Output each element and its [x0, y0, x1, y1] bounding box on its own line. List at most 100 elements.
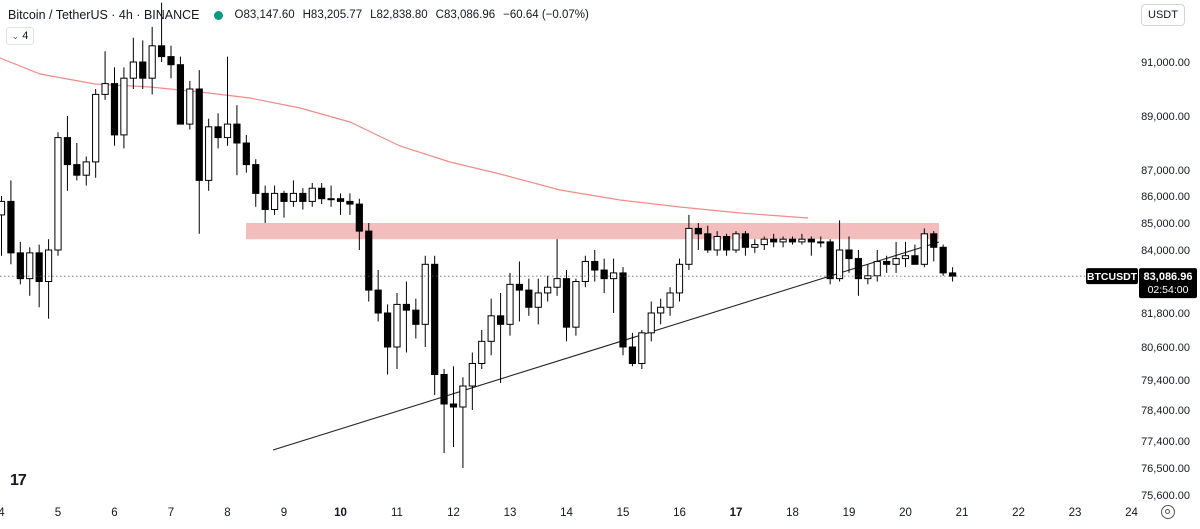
x-tick-label: 9 — [281, 507, 287, 519]
candle — [892, 241, 900, 273]
candle-body-up — [666, 292, 674, 308]
candle — [63, 116, 72, 191]
candle — [412, 298, 420, 339]
candle-body-up — [534, 292, 542, 308]
candle-body-down — [242, 142, 250, 166]
candle — [704, 225, 712, 253]
candle — [449, 366, 458, 447]
market-status-icon — [213, 10, 223, 20]
candle — [459, 377, 467, 468]
candle — [581, 255, 589, 288]
candle — [873, 250, 881, 282]
candle-body-down — [139, 61, 147, 79]
y-tick-label: 86,000.00 — [1141, 191, 1190, 203]
candle-body-up — [478, 340, 486, 365]
change-value: −60.64 (−0.07%) — [503, 9, 589, 21]
candle — [864, 264, 872, 285]
candle — [101, 51, 109, 100]
candle — [214, 113, 222, 149]
candle-body-down — [826, 241, 834, 280]
currency-selector[interactable]: USDT — [1141, 4, 1185, 26]
candle — [44, 239, 53, 319]
ticker-label: BTCUSDT — [1087, 271, 1138, 283]
candle — [35, 244, 43, 308]
candle — [911, 244, 919, 265]
candle — [647, 301, 655, 342]
candle-body-down — [355, 203, 363, 232]
candle — [732, 231, 740, 253]
candle — [534, 278, 542, 325]
candle — [939, 244, 947, 276]
candle — [854, 250, 863, 296]
candle-body-down — [515, 283, 524, 291]
candle-body-down — [157, 45, 166, 58]
candle — [930, 231, 938, 262]
candle — [327, 185, 335, 207]
candle-body-down — [214, 126, 222, 139]
candle-body-up — [82, 161, 90, 176]
candle — [675, 258, 684, 302]
candle-body-down — [788, 238, 797, 243]
candle-body-up — [873, 260, 881, 277]
candle — [73, 143, 81, 181]
candle-body-up — [223, 123, 232, 139]
candle-body-down — [449, 403, 458, 408]
resistance-zone-layer — [246, 223, 939, 240]
price-tag — [1139, 268, 1197, 299]
candle — [694, 223, 702, 250]
candle-body-down — [280, 192, 288, 202]
candle — [186, 80, 194, 130]
candle-body-up — [760, 238, 768, 246]
candle-body-up — [54, 137, 62, 251]
price-axis: 91,000.00 89,000.00 87,000.00 86,000.00 85,0… — [1141, 57, 1190, 502]
candle-body-up — [901, 255, 910, 260]
candle-body-up — [327, 198, 335, 201]
candle — [0, 196, 6, 256]
candle-body-up — [289, 192, 298, 202]
candle-body-down — [63, 137, 72, 166]
symbol-title[interactable]: Bitcoin / TetherUS · 4h · BINANCE — [8, 8, 200, 22]
candle-body-up — [101, 83, 109, 95]
candle-body-up — [92, 93, 100, 163]
indicators-toggle-button[interactable]: ⌄ 4 — [6, 27, 34, 45]
candle — [722, 233, 731, 256]
settings-icon[interactable] — [1161, 505, 1175, 519]
candle-body-up — [0, 200, 6, 216]
resistance-zone — [246, 223, 939, 240]
candle-body-up — [205, 126, 213, 181]
candle-body-up — [779, 238, 787, 243]
y-tick-label: 91,000.00 — [1141, 57, 1190, 69]
candle — [901, 241, 910, 268]
candle-body-up — [835, 249, 844, 280]
tradingview-logo[interactable]: 17 — [10, 472, 27, 489]
candle-body-down — [619, 272, 627, 348]
candle-body-up — [798, 238, 806, 243]
time-axis: 4 5 6 7 8 9 10 11 12 13 14 15 16 17 18 19 20 21 22 23 24 — [0, 507, 1138, 519]
low-value: L82,838.80 — [370, 9, 428, 21]
candle — [920, 228, 928, 268]
candle — [807, 236, 815, 256]
candle-body-up — [487, 315, 495, 342]
candle — [835, 220, 844, 282]
x-tick-label: 16 — [673, 507, 686, 519]
x-tick-label: 14 — [560, 507, 573, 519]
candle — [817, 236, 825, 248]
candle-body-up — [308, 187, 316, 202]
candle — [280, 190, 288, 218]
candle-body-up — [44, 249, 53, 282]
x-tick-label: 4 — [0, 507, 5, 519]
ohlc-values: O83,147.60 H83,205.77 L82,838.80 C83,086… — [235, 9, 589, 21]
open-value: O83,147.60 — [234, 9, 295, 21]
x-tick-label: 18 — [786, 507, 799, 519]
candle — [713, 231, 721, 256]
candle-body-up — [817, 241, 825, 244]
candle-body-down — [911, 255, 919, 265]
candle-body-up — [675, 263, 684, 294]
candle-body-down — [722, 236, 731, 251]
candle-body-up — [393, 303, 401, 348]
x-tick-label: 24 — [1125, 507, 1138, 519]
candle — [788, 236, 797, 245]
candle-body-down — [930, 233, 938, 248]
